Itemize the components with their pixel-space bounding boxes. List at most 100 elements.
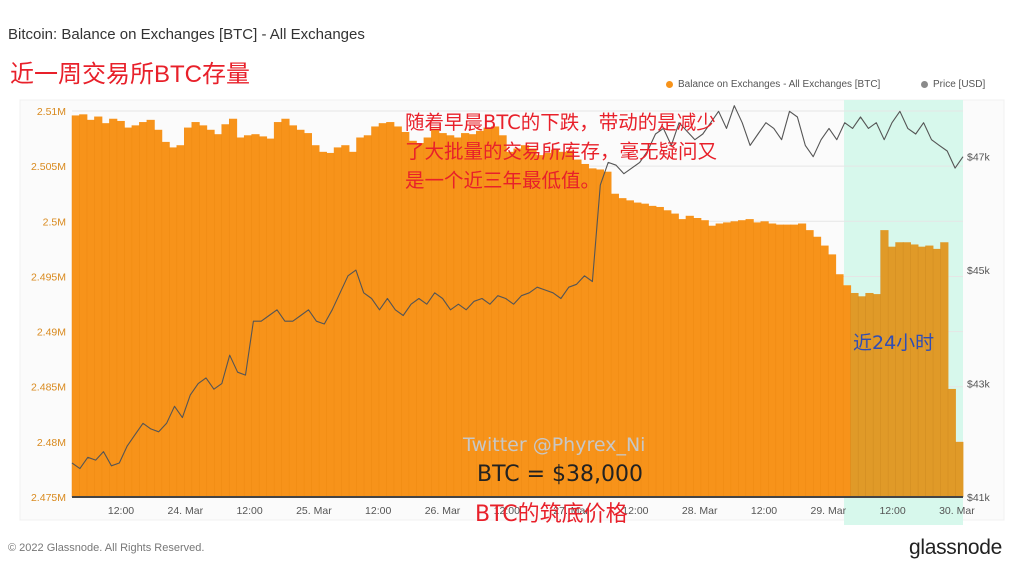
balance-bar <box>723 222 732 498</box>
balance-bar <box>858 296 867 497</box>
balance-bar <box>229 118 238 497</box>
balance-bar <box>109 118 118 497</box>
y-left-tick-label: 2.495M <box>31 271 66 283</box>
y-left-tick-label: 2.5M <box>43 216 66 228</box>
y-right-tick-label: $45k <box>967 265 991 277</box>
balance-bar <box>940 242 949 497</box>
balance-bar <box>131 125 140 497</box>
balance-bar <box>670 213 679 497</box>
y-left-tick-label: 2.505M <box>31 161 66 173</box>
legend-balance-swatch <box>666 81 673 88</box>
balance-bar <box>558 151 567 497</box>
balance-bar <box>378 123 387 498</box>
balance-bar <box>933 248 941 497</box>
balance-bar <box>775 224 784 497</box>
balance-bar <box>431 128 440 497</box>
balance-bar <box>116 120 125 498</box>
balance-bar <box>311 145 320 498</box>
balance-bar <box>528 148 537 497</box>
balance-bar <box>603 171 612 498</box>
balance-bar <box>895 242 904 497</box>
balance-bar <box>543 152 552 497</box>
balance-bar <box>611 193 619 497</box>
brand-logo[interactable]: glassnode <box>908 536 1002 559</box>
x-tick-label: 12:00 <box>494 505 520 517</box>
balance-bar <box>184 127 193 497</box>
balance-bar <box>596 169 605 497</box>
balance-bar <box>251 134 260 498</box>
y-left-tick-label: 2.475M <box>31 492 66 504</box>
y-left-tick-label: 2.49M <box>37 327 66 339</box>
balance-bar <box>835 274 844 497</box>
balance-bar <box>476 130 485 497</box>
balance-bar <box>955 441 964 497</box>
balance-bar <box>326 152 335 497</box>
footer-copyright: © 2022 Glassnode. All Rights Reserved. <box>8 542 205 554</box>
balance-bar <box>453 137 462 497</box>
balance-bar <box>873 294 882 497</box>
balance-bar <box>685 215 694 497</box>
x-tick-label: 26. Mar <box>425 505 461 517</box>
balance-bar <box>918 246 926 497</box>
y-left-tick-label: 2.51M <box>37 106 66 118</box>
chart-subtitle-annotation: 近一周交易所BTC存量 <box>10 61 250 88</box>
balance-bar <box>700 220 709 498</box>
annotation-bottom-price: BTC的筑底价格 <box>475 502 628 527</box>
legend-item-price[interactable]: Price [USD] <box>921 79 985 90</box>
balance-bar <box>521 145 530 498</box>
balance-bar <box>663 210 672 497</box>
balance-bar <box>588 168 597 497</box>
balance-bar <box>169 147 178 498</box>
balance-bar <box>760 221 769 498</box>
balance-bar <box>244 135 253 498</box>
legend-price-swatch <box>921 81 928 88</box>
balance-bar <box>259 136 268 497</box>
y-left-tick-label: 2.485M <box>31 382 66 394</box>
balance-bar <box>94 116 103 498</box>
balance-bar <box>948 388 956 497</box>
balance-bar <box>176 145 185 498</box>
balance-bar <box>124 127 133 497</box>
annotation-main: 随着早晨BTC的下跌，带动的是减少 了大批量的交易所库存，毫无疑问又 是一个近三… <box>405 108 845 195</box>
balance-bar <box>648 205 657 497</box>
balance-bar <box>708 225 717 497</box>
balance-bar <box>925 245 934 497</box>
balance-bar <box>199 125 208 497</box>
balance-bar <box>865 292 874 497</box>
balance-bar <box>483 127 492 497</box>
chart-title: Bitcoin: Balance on Exchanges [BTC] - Al… <box>8 26 365 43</box>
x-tick-label: 30. Mar <box>939 505 975 517</box>
balance-bar <box>738 220 747 498</box>
x-tick-label: 28. Mar <box>682 505 718 517</box>
balance-bar <box>146 119 155 497</box>
balance-bar <box>903 242 911 497</box>
balance-bar <box>274 122 283 498</box>
legend-balance-label: Balance on Exchanges - All Exchanges [BT… <box>678 79 881 90</box>
balance-bar <box>236 137 245 497</box>
balance-bar <box>296 129 305 497</box>
balance-bar <box>72 115 80 497</box>
balance-bar <box>678 219 687 497</box>
balance-bar <box>371 126 380 497</box>
x-tick-label: 12:00 <box>622 505 648 517</box>
balance-bar <box>551 149 560 497</box>
balance-bar <box>843 285 852 497</box>
legend-item-balance[interactable]: Balance on Exchanges - All Exchanges [BT… <box>666 79 880 90</box>
balance-bar <box>573 159 582 498</box>
balance-bar <box>730 221 739 498</box>
annotation-line-2: 了大批量的交易所库存，毫无疑问又 <box>405 140 718 163</box>
balance-bar <box>790 224 799 497</box>
balance-bar <box>289 125 298 497</box>
balance-bar <box>506 151 515 497</box>
balance-bar <box>880 230 889 497</box>
y-right-tick-label: $43k <box>967 379 991 391</box>
x-tick-label: 12:00 <box>108 505 134 517</box>
balance-bar <box>79 114 88 497</box>
balance-bar <box>491 126 500 497</box>
balance-bar <box>693 217 702 497</box>
balance-bar <box>408 140 417 497</box>
balance-bar <box>349 151 357 497</box>
balance-bar <box>356 137 365 497</box>
balance-bar <box>221 124 230 497</box>
balance-bar <box>304 133 312 498</box>
